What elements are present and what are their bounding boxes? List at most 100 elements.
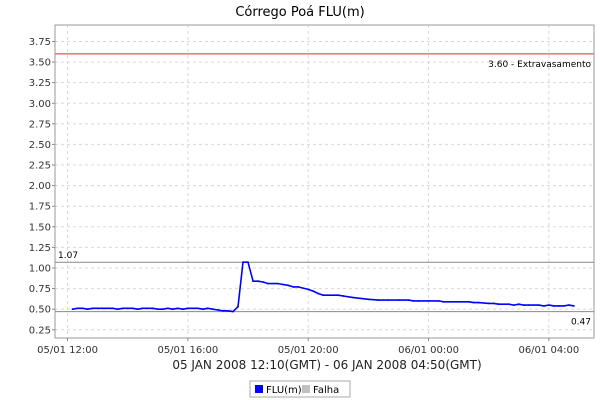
data-point xyxy=(442,300,445,303)
data-point xyxy=(187,307,189,310)
data-point xyxy=(417,300,420,302)
data-point xyxy=(352,296,355,299)
data-point xyxy=(397,299,400,301)
grid-lines xyxy=(52,25,594,341)
data-point xyxy=(467,300,470,303)
data-point xyxy=(292,286,295,288)
data-point xyxy=(171,308,174,311)
data-point xyxy=(151,307,154,310)
x-tick-label: 05/01 16:00 xyxy=(157,345,218,356)
legend-item[interactable]: Falha xyxy=(302,385,339,396)
data-point xyxy=(367,298,370,301)
y-tick-label: 0.50 xyxy=(29,305,51,316)
data-point xyxy=(558,305,560,307)
data-point xyxy=(472,301,475,304)
data-point xyxy=(182,308,184,311)
data-point xyxy=(96,307,99,310)
y-tick-label: 2.75 xyxy=(29,119,51,130)
plot-border xyxy=(54,24,595,339)
data-point xyxy=(202,308,204,311)
data-point xyxy=(257,280,259,283)
data-point xyxy=(457,300,460,303)
series-layer xyxy=(71,261,575,313)
data-point xyxy=(116,308,119,311)
data-point xyxy=(407,299,410,301)
data-point xyxy=(377,299,380,301)
data-point xyxy=(543,305,545,307)
legend-swatch xyxy=(302,385,310,393)
y-tick-label: 0.25 xyxy=(29,325,51,336)
y-tick-label: 1.50 xyxy=(29,222,51,233)
data-point xyxy=(297,286,300,288)
data-point xyxy=(342,295,345,297)
data-point xyxy=(197,307,199,310)
data-point xyxy=(81,307,84,310)
legend-label: Falha xyxy=(313,385,339,396)
data-point xyxy=(146,307,149,310)
data-point xyxy=(242,261,244,264)
axes xyxy=(54,24,595,339)
data-point xyxy=(227,309,229,312)
data-point xyxy=(207,307,209,310)
data-point xyxy=(287,284,289,287)
data-point xyxy=(477,301,480,304)
x-tick-label: 05/01 20:00 xyxy=(278,345,339,356)
data-point xyxy=(492,302,495,305)
data-point xyxy=(548,304,550,306)
data-point xyxy=(192,307,194,310)
data-point xyxy=(427,300,430,302)
legend-box xyxy=(249,380,351,398)
series-line-flu xyxy=(72,261,575,313)
data-point xyxy=(563,305,565,307)
data-point xyxy=(277,282,279,285)
data-point xyxy=(307,288,310,291)
legend-label: FLU(m) xyxy=(266,385,302,396)
data-point xyxy=(512,304,515,306)
x-tick-label: 06/01 00:00 xyxy=(398,345,459,356)
y-tick-label: 2.00 xyxy=(29,181,51,192)
y-tick-label: 3.50 xyxy=(29,58,51,69)
y-tick-label: 1.25 xyxy=(29,243,51,254)
data-point xyxy=(267,282,269,285)
data-point xyxy=(136,308,139,311)
data-point xyxy=(86,308,89,311)
data-point xyxy=(71,308,74,311)
reference-line-label: 1.07 xyxy=(58,251,78,261)
legend[interactable]: FLU(m) Falha xyxy=(249,380,351,398)
reference-line-label: 3.60 - Extravasamento xyxy=(488,60,591,70)
x-tick-label: 05/01 12:00 xyxy=(37,345,98,356)
data-point xyxy=(282,283,284,286)
data-point xyxy=(91,307,94,310)
legend-swatch xyxy=(255,385,263,393)
data-point xyxy=(212,308,214,311)
data-point xyxy=(126,307,129,310)
x-tick-labels: 05/01 12:00 05/01 16:00 05/01 20:00 06/01 0… xyxy=(37,345,579,356)
data-point xyxy=(387,299,390,301)
data-point xyxy=(222,309,224,312)
data-point xyxy=(161,308,164,311)
data-point xyxy=(317,292,320,295)
y-tick-label: 2.50 xyxy=(29,140,51,151)
y-tick-label: 3.25 xyxy=(29,78,51,89)
y-tick-label: 1.75 xyxy=(29,202,51,213)
legend-item[interactable]: FLU(m) xyxy=(255,385,302,396)
data-point xyxy=(166,307,169,310)
data-point xyxy=(537,304,540,306)
reference-line-label: 0.47 xyxy=(571,318,591,328)
data-point xyxy=(437,300,440,302)
x-axis-label: 05 JAN 2008 12:10(GMT) - 06 JAN 2008 04:… xyxy=(172,358,481,372)
data-point xyxy=(517,303,520,306)
data-point xyxy=(141,307,144,310)
x-tick-label: 06/01 04:00 xyxy=(518,345,579,356)
data-point xyxy=(412,300,415,302)
data-point xyxy=(232,310,234,313)
y-tick-label: 3.00 xyxy=(29,99,51,110)
data-point xyxy=(553,305,555,307)
data-point xyxy=(337,294,340,297)
data-point xyxy=(573,305,575,307)
data-point xyxy=(252,280,255,283)
data-point xyxy=(131,307,134,310)
data-point xyxy=(156,308,159,311)
